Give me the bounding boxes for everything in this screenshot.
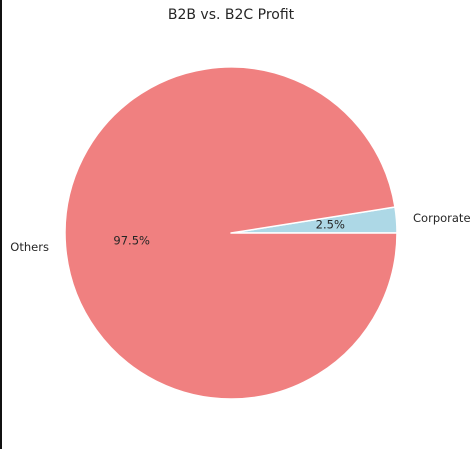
left-border [0, 0, 2, 449]
slice-label-corporate: Corporate [413, 211, 471, 225]
slice-label-others: Others [10, 240, 49, 254]
slice-pct-others: 97.5% [113, 233, 150, 247]
pie-slice-others [64, 66, 398, 400]
slice-pct-corporate: 2.5% [316, 218, 345, 232]
pie-slices [64, 66, 398, 400]
pie-labels: Corporate 2.5% Others 97.5% [10, 211, 470, 254]
chart-title: B2B vs. B2C Profit [168, 7, 295, 23]
